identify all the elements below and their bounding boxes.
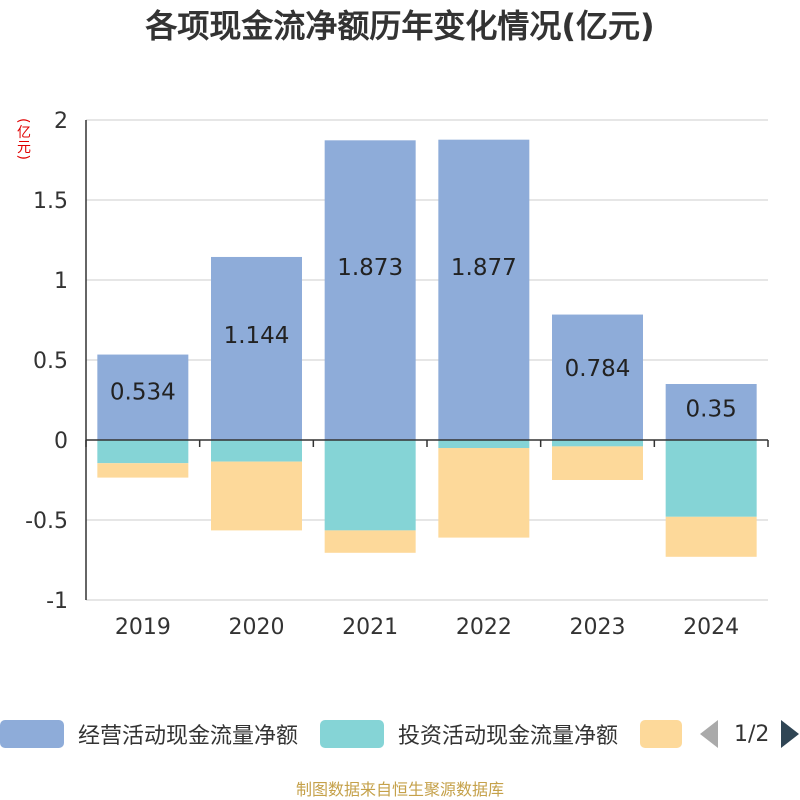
data-label-2020: 1.144 xyxy=(224,323,290,349)
x-tick-label-2019: 2019 xyxy=(115,615,171,640)
x-tick-label-2022: 2022 xyxy=(456,615,512,640)
bar-series1-2020[interactable] xyxy=(211,440,302,462)
x-tick-label-2023: 2023 xyxy=(570,615,626,640)
legend-prev-page-icon[interactable] xyxy=(700,720,718,748)
data-label-2022: 1.877 xyxy=(451,255,517,281)
y-tick-label: 2 xyxy=(54,109,68,134)
y-axis-unit-label: (亿元) xyxy=(15,118,31,161)
data-label-2024: 0.35 xyxy=(686,397,737,423)
bar-series1-2022[interactable] xyxy=(438,440,530,448)
data-source-footer: 制图数据来自恒生聚源数据库 xyxy=(295,780,504,799)
legend-swatch-operating xyxy=(0,720,64,748)
bar-series2-2023[interactable] xyxy=(552,446,643,480)
bar-series1-2019[interactable] xyxy=(97,440,189,464)
data-label-2019: 0.534 xyxy=(110,379,176,405)
data-label-2021: 1.873 xyxy=(337,255,403,281)
bar-series2-2019[interactable] xyxy=(97,463,189,478)
bar-series1-2024[interactable] xyxy=(665,440,757,517)
y-tick-label: 1 xyxy=(54,269,68,294)
legend-item-operating[interactable]: 经营活动现金流量净额 xyxy=(0,720,299,749)
y-tick-label: 0.5 xyxy=(33,349,68,374)
y-tick-label: 1.5 xyxy=(33,189,68,214)
legend-label-operating: 经营活动现金流量净额 xyxy=(78,724,299,749)
bar-series2-2020[interactable] xyxy=(211,461,302,531)
y-tick-label: 0 xyxy=(54,429,68,454)
x-tick-label-2024: 2024 xyxy=(683,615,739,640)
legend-item-investing[interactable]: 投资活动现金流量净额 xyxy=(320,720,619,749)
bar-series2-2022[interactable] xyxy=(438,448,530,538)
bar-series2-2021[interactable] xyxy=(324,530,416,553)
legend: 经营活动现金流量净额 投资活动现金流量净额 1/2 xyxy=(0,712,800,756)
x-tick-label-2020: 2020 xyxy=(229,615,285,640)
bar-series0-2020[interactable] xyxy=(211,256,302,440)
legend-next-page-icon[interactable] xyxy=(781,720,800,748)
bar-series0-2024[interactable] xyxy=(665,384,757,440)
legend-item-financing[interactable] xyxy=(640,720,682,748)
y-tick-label: -0.5 xyxy=(25,509,68,534)
bar-series0-2021[interactable] xyxy=(324,140,416,440)
legend-pager: 1/2 xyxy=(700,720,800,748)
bar-series1-2023[interactable] xyxy=(552,440,643,447)
data-label-2023: 0.784 xyxy=(565,356,631,382)
legend-swatch-investing xyxy=(320,720,384,748)
bar-series1-2021[interactable] xyxy=(324,440,416,531)
bar-series2-2024[interactable] xyxy=(665,516,757,557)
bar-series0-2019[interactable] xyxy=(97,354,189,440)
legend-page-indicator: 1/2 xyxy=(734,721,770,747)
bar-series0-2023[interactable] xyxy=(552,314,643,440)
x-tick-label-2021: 2021 xyxy=(342,615,398,640)
legend-swatch-financing xyxy=(640,720,682,748)
legend-label-investing: 投资活动现金流量净额 xyxy=(398,724,619,749)
y-tick-label: -1 xyxy=(46,589,68,614)
bar-chart: 2 1.5 1 0.5 0 -0.5 -1 0.534 2019 1.144 2020 1.873 20… xyxy=(25,109,769,640)
chart-title: 各项现金流净额历年变化情况(亿元) xyxy=(145,7,655,45)
bar-series0-2022[interactable] xyxy=(438,139,530,440)
